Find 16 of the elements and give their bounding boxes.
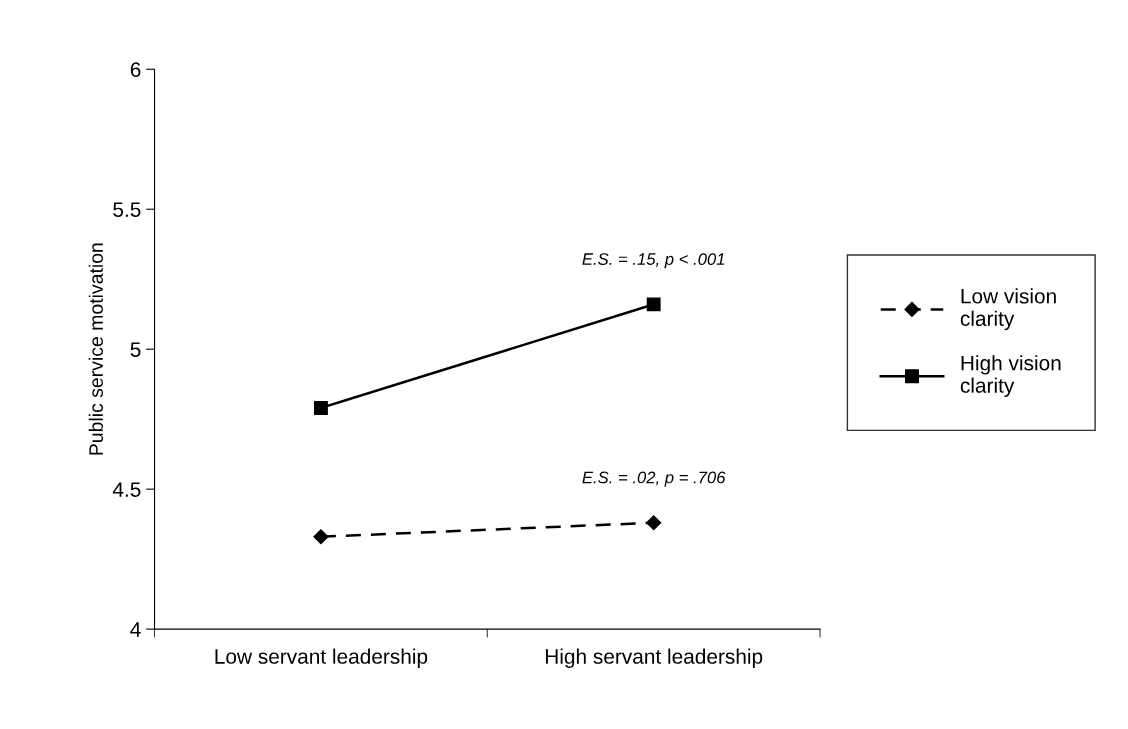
y-tick-label: 5.5: [113, 202, 141, 217]
x-tick-label: High servant leadership: [545, 648, 763, 668]
legend-label: High vision clarity: [960, 355, 1061, 397]
point: [313, 401, 328, 415]
y-tick-label: 6: [130, 62, 141, 78]
y-axis-title: Public service motivation: [88, 243, 103, 455]
annotation: E.S. = .15, p < .001: [582, 253, 725, 269]
annotation: E.S. = .02, p = .706: [582, 471, 726, 487]
legend-label: Low vision clarity: [960, 288, 1056, 331]
point: [313, 529, 329, 545]
point: [646, 297, 661, 312]
point: [646, 515, 662, 531]
y-tick-label: 4.5: [112, 482, 141, 497]
y-tick-label: 5: [130, 342, 141, 357]
x-tick-label: Low servant leadership: [215, 648, 428, 668]
y-tick-label: 4: [130, 622, 141, 637]
